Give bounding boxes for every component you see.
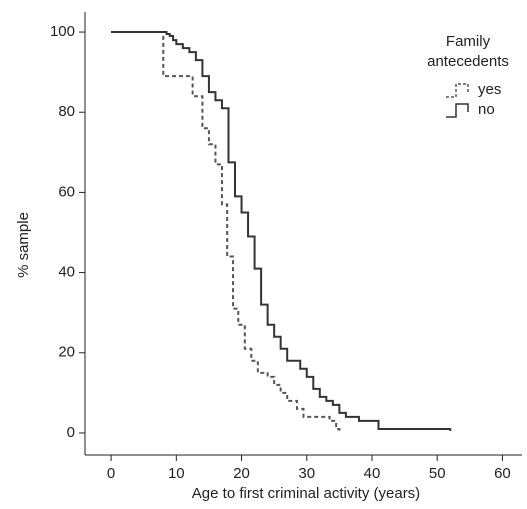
legend: yes no (446, 81, 501, 118)
y-tick-label: 80 (58, 103, 75, 120)
x-tick-label: 0 (107, 465, 115, 482)
y-tick-label: 60 (58, 183, 75, 200)
y-tick-label: 100 (50, 23, 75, 40)
y-tick-label: 40 (58, 264, 75, 281)
survival-line (111, 31, 341, 431)
x-tick-label: 50 (429, 465, 446, 482)
x-tick-label: 20 (233, 465, 250, 482)
legend-label: no (478, 101, 495, 118)
x-tick-label: 40 (364, 465, 381, 482)
x-tick-label: 60 (494, 465, 511, 482)
legend-label: yes (478, 81, 501, 98)
y-tick-label: 20 (58, 344, 75, 361)
survival-line (111, 31, 452, 431)
y-axis-label: % sample (15, 212, 32, 278)
x-tick-label: 10 (168, 465, 185, 482)
x-tick-label: 30 (298, 465, 315, 482)
x-axis-label: Age to first criminal activity (years) (192, 485, 420, 502)
y-tick-label: 0 (67, 424, 75, 441)
legend-title: antecedents (427, 53, 509, 70)
legend-symbol (446, 103, 469, 118)
legend-symbol (446, 83, 469, 98)
legend-title: Family (446, 33, 491, 50)
